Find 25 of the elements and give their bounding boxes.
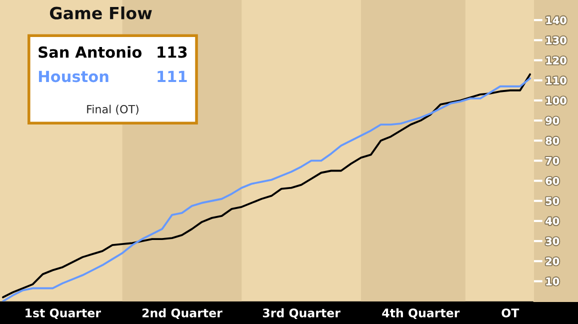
text: Houston: [38, 70, 108, 82]
y-tick-label: 90: [546, 116, 560, 125]
y-tick-label: 140: [546, 16, 566, 24]
x-tick-label: 3rd Quarter: [262, 308, 340, 319]
y-tick-label: 110: [546, 76, 566, 84]
y-tick-label: 40: [546, 217, 560, 226]
y-tick-label: 120: [546, 56, 566, 64]
y-tick-label: 80: [546, 136, 560, 145]
annotation: Final (OT): [87, 104, 138, 115]
x-tick-label: 1st Quarter: [26, 308, 101, 319]
annotation: 113: [158, 46, 187, 58]
y-tick-label: 10: [546, 277, 560, 286]
x-tick-label: 2nd Quarter: [142, 308, 222, 319]
y-tick-label: 20: [546, 257, 560, 266]
y-tick-label: 30: [546, 237, 560, 246]
x-tick-label: OT: [502, 308, 520, 318]
x-tick-label: 4th Quarter: [382, 308, 460, 319]
y-tick-label: 50: [546, 197, 560, 205]
y-tick-label: 60: [546, 177, 560, 185]
text: San Antonio: [38, 46, 142, 58]
y-tick-label: 70: [546, 156, 560, 165]
y-tick-label: 100: [546, 96, 566, 105]
annotation: 111: [158, 70, 187, 82]
chart-title: Game Flow: [50, 6, 152, 20]
y-tick-label: 130: [546, 36, 566, 44]
